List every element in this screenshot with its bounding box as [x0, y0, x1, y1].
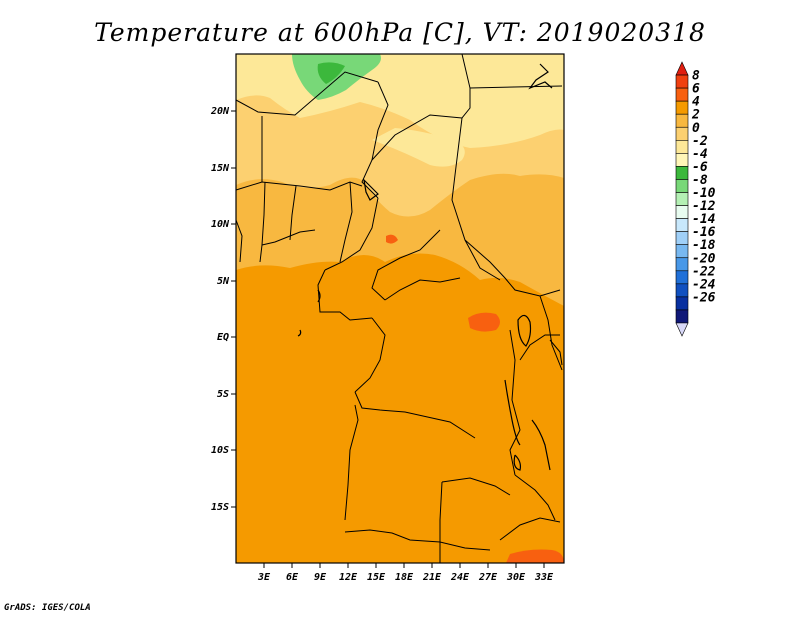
colorbar-segment: [675, 87, 689, 102]
lat-tick-label: 10N: [211, 219, 230, 230]
colorbar-segment: [675, 231, 689, 245]
colorbar-label: -26: [692, 290, 716, 305]
lon-tick-label: 30E: [506, 572, 526, 583]
colorbar-label: -8: [692, 173, 708, 188]
lon-tick-label: 3E: [257, 572, 271, 583]
colorbar-segment: [675, 244, 689, 259]
lat-tick-label: 5S: [217, 389, 229, 400]
colorbar-segment: [675, 126, 689, 141]
colorbar-segment: [675, 100, 689, 115]
colorbar-label: -22: [692, 264, 716, 279]
colorbar-segment: [675, 153, 689, 167]
lat-tick-label: 20N: [210, 106, 230, 117]
colorbar-segment: [675, 192, 689, 206]
grads-credit: GrADS: IGES/COLA: [4, 603, 91, 613]
temperature-patch-neg8-neg6: [317, 62, 345, 84]
colorbar-label: -14: [692, 212, 716, 227]
colorbar-label: -10: [692, 186, 716, 201]
colorbar-label: -6: [692, 160, 708, 175]
lon-tick-label: 6E: [286, 572, 299, 583]
chart-title: Temperature at 600hPa [C], VT: 201902031…: [94, 18, 706, 47]
plot-frame: [235, 53, 565, 564]
colorbar-segment: [675, 257, 689, 272]
colorbar-segment: [675, 61, 689, 76]
temperature-spot-4-6: [468, 312, 500, 332]
lat-tick-label: 15N: [211, 163, 230, 174]
temperature-band-0-2: [236, 150, 564, 306]
longitude-axis: 3E 6E 9E 12E 15E 18E 21E 24E 27E 30E 33E: [257, 563, 554, 583]
colorbar-label: -20: [692, 251, 716, 266]
colorbar-label: -18: [692, 238, 716, 253]
country-borders: [235, 53, 563, 563]
temperature-spot-4-6-small: [386, 234, 398, 244]
latitude-axis: 20N 15N 10N 5N EQ 5S 10S 15S: [210, 106, 236, 513]
colorbar-label: 2: [691, 108, 700, 123]
lon-tick-label: 33E: [534, 572, 554, 583]
lon-tick-label: 9E: [314, 572, 327, 583]
colorbar-segment: [675, 270, 689, 285]
colorbar-segment: [675, 205, 689, 219]
colorbar-label: -4: [692, 147, 708, 162]
colorbar-label: -24: [692, 277, 716, 292]
temperature-patch-neg4-neg2: [372, 128, 465, 167]
colorbar-segment: [675, 218, 689, 232]
colorbar-label: 6: [692, 82, 700, 97]
colorbar-segment: [675, 283, 689, 298]
temperature-spot-4-6-south: [506, 549, 564, 563]
lat-tick-label: 10S: [211, 445, 229, 456]
colorbar-label: -2: [692, 134, 708, 149]
lakes-and-coast: [297, 63, 553, 471]
colorbar-segment: [675, 113, 689, 128]
lat-tick-label: EQ: [217, 332, 229, 343]
lon-tick-label: 15E: [367, 572, 386, 583]
lon-tick-label: 12E: [339, 572, 358, 583]
colorbar-label: -12: [692, 199, 716, 214]
lon-tick-label: 24E: [450, 572, 470, 583]
colorbar-segment: [675, 74, 689, 89]
colorbar-segment: [675, 296, 689, 311]
colorbar-label: 8: [692, 69, 700, 84]
lon-tick-label: 27E: [478, 572, 498, 583]
temperature-patch-neg6-neg4: [292, 54, 381, 100]
lon-tick-label: 21E: [422, 572, 442, 583]
colorbar-segment: [675, 140, 689, 154]
colorbar-label: 4: [692, 95, 700, 110]
lat-tick-label: 5N: [217, 276, 230, 287]
lon-tick-label: 18E: [395, 572, 414, 583]
colorbar-segment: [675, 322, 689, 337]
colorbar-label: 0: [692, 121, 700, 136]
lat-tick-label: 15S: [211, 502, 229, 513]
colorbar-segment: [675, 166, 689, 180]
colorbar-label: -16: [692, 225, 716, 240]
colorbar-segment: [675, 179, 689, 193]
colorbar-segment: [675, 309, 689, 324]
